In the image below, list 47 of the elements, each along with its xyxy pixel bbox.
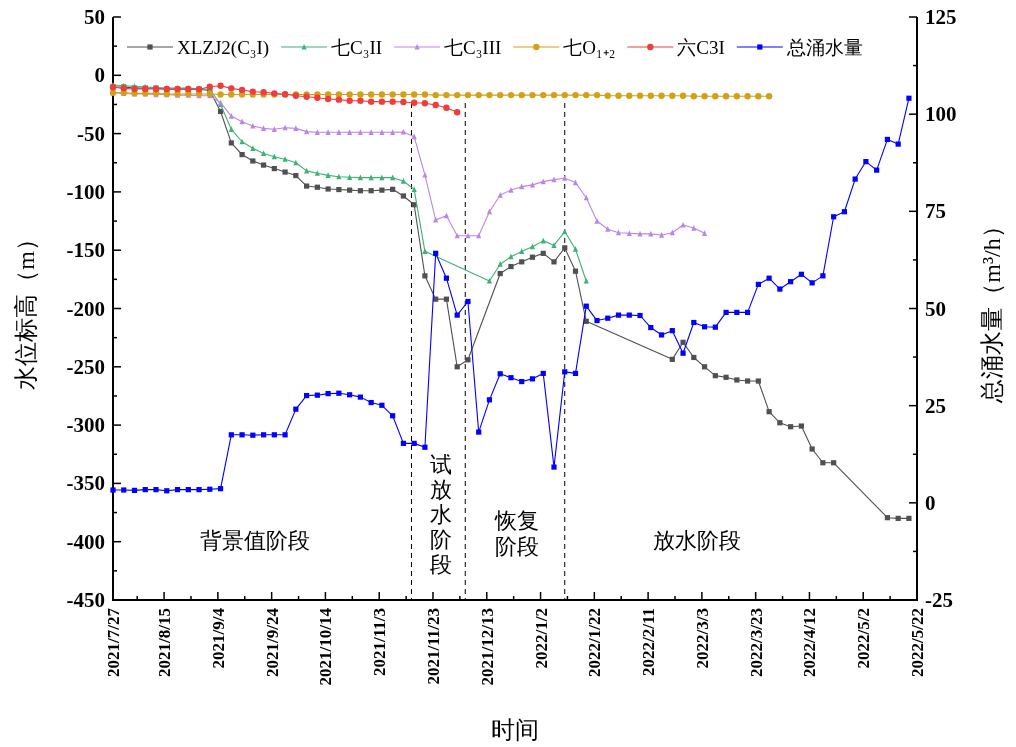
x-tick-label: 2022/1/2 xyxy=(531,608,551,669)
legend-label: XLZJ2(C₃I) xyxy=(177,37,270,59)
x-tick-label: 2021/8/15 xyxy=(155,608,175,677)
y-tick-label: -350 xyxy=(66,471,105,496)
x-tick-label: 2021/7/27 xyxy=(104,607,123,677)
y-tick-label: -400 xyxy=(66,529,105,554)
y-tick-label: -50 xyxy=(77,121,105,146)
annotation: 试放水阶段 xyxy=(430,452,452,577)
x-tick-label: 2022/5/22 xyxy=(908,608,927,677)
annotation: 放水阶段 xyxy=(653,528,741,553)
y-tick-label: 50 xyxy=(84,5,105,29)
y2-tick-label: 0 xyxy=(925,490,936,515)
annotation: 背景值阶段 xyxy=(200,528,310,553)
legend-label: 六C3I xyxy=(677,37,725,58)
y2-tick-label: 25 xyxy=(925,393,946,418)
y-tick-label: -300 xyxy=(66,413,105,438)
y2-tick-label: 50 xyxy=(925,296,946,321)
legend-label: 七O₁₊₂ xyxy=(563,37,616,58)
legend-label: 七C₃III xyxy=(444,37,502,58)
x-tick-label: 2022/2/11 xyxy=(639,608,659,677)
x-axis-title: 时间 xyxy=(491,717,539,743)
y-tick-label: -150 xyxy=(66,238,105,263)
legend-label: 七C₃II xyxy=(331,37,383,58)
y-tick-label: 0 xyxy=(94,63,105,88)
x-tick-label: 2021/9/4 xyxy=(208,607,228,669)
y-tick-label: -250 xyxy=(66,354,105,379)
x-tick-label: 2021/12/13 xyxy=(477,608,497,686)
x-tick-label: 2022/3/23 xyxy=(746,608,766,677)
legend-label: 总涌水量 xyxy=(785,37,863,58)
y-tick-label: -100 xyxy=(66,179,105,204)
y-tick-label: -450 xyxy=(66,588,105,612)
y-tick-label: -200 xyxy=(66,296,105,321)
y2-axis-title: 总涌水量（m³/h） xyxy=(979,214,1005,404)
y2-tick-label: -25 xyxy=(925,588,953,612)
y2-tick-label: 75 xyxy=(925,199,946,224)
y2-tick-label: 100 xyxy=(925,102,957,127)
x-tick-label: 2021/11/3 xyxy=(370,608,390,677)
x-tick-label: 2022/1/22 xyxy=(585,608,605,677)
x-tick-label: 2022/4/12 xyxy=(800,608,820,677)
x-tick-label: 2021/10/14 xyxy=(316,607,336,686)
y-axis-title: 水位标高（m） xyxy=(13,227,39,390)
x-tick-label: 2021/9/24 xyxy=(262,607,282,677)
annotation: 恢复阶段 xyxy=(495,508,539,559)
y2-tick-label: 125 xyxy=(925,5,957,29)
x-tick-label: 2021/11/23 xyxy=(423,608,443,685)
x-tick-label: 2022/3/3 xyxy=(692,608,712,669)
x-tick-label: 2022/5/2 xyxy=(854,608,874,669)
